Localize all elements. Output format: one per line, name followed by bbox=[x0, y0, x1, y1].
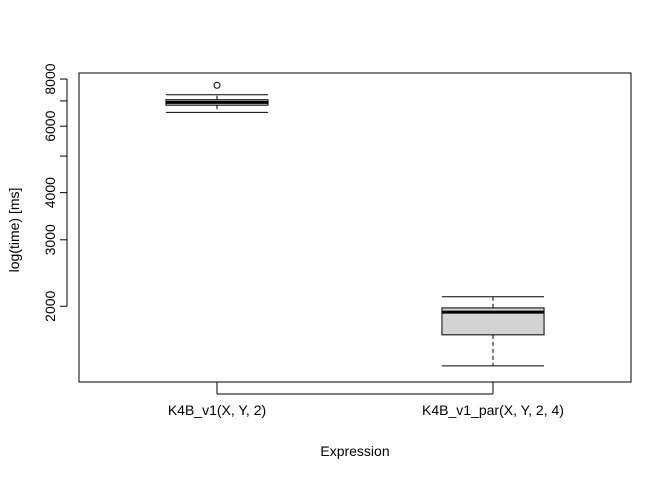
x-tick-label: K4B_v1_par(X, Y, 2, 4) bbox=[422, 402, 564, 418]
y-tick-label: 6000 bbox=[42, 110, 58, 141]
y-tick-label: 3000 bbox=[42, 224, 58, 255]
x-tick-label: K4B_v1(X, Y, 2) bbox=[168, 402, 266, 418]
box-group bbox=[165, 81, 269, 113]
x-axis: K4B_v1(X, Y, 2) K4B_v1_par(X, Y, 2, 4) bbox=[168, 382, 564, 418]
y-tick-label: 2000 bbox=[42, 290, 58, 321]
x-axis-title: Expression bbox=[320, 443, 389, 459]
y-tick-label: 8000 bbox=[42, 63, 58, 94]
box-group bbox=[441, 296, 545, 367]
outlier-point bbox=[213, 81, 221, 89]
plot-frame bbox=[78, 72, 632, 383]
y-axis: 2000 3000 4000 6000 8000 bbox=[42, 63, 68, 322]
boxes bbox=[165, 81, 545, 367]
y-tick-label: 4000 bbox=[42, 177, 58, 208]
y-axis-title: log(time) [ms] bbox=[6, 188, 22, 273]
